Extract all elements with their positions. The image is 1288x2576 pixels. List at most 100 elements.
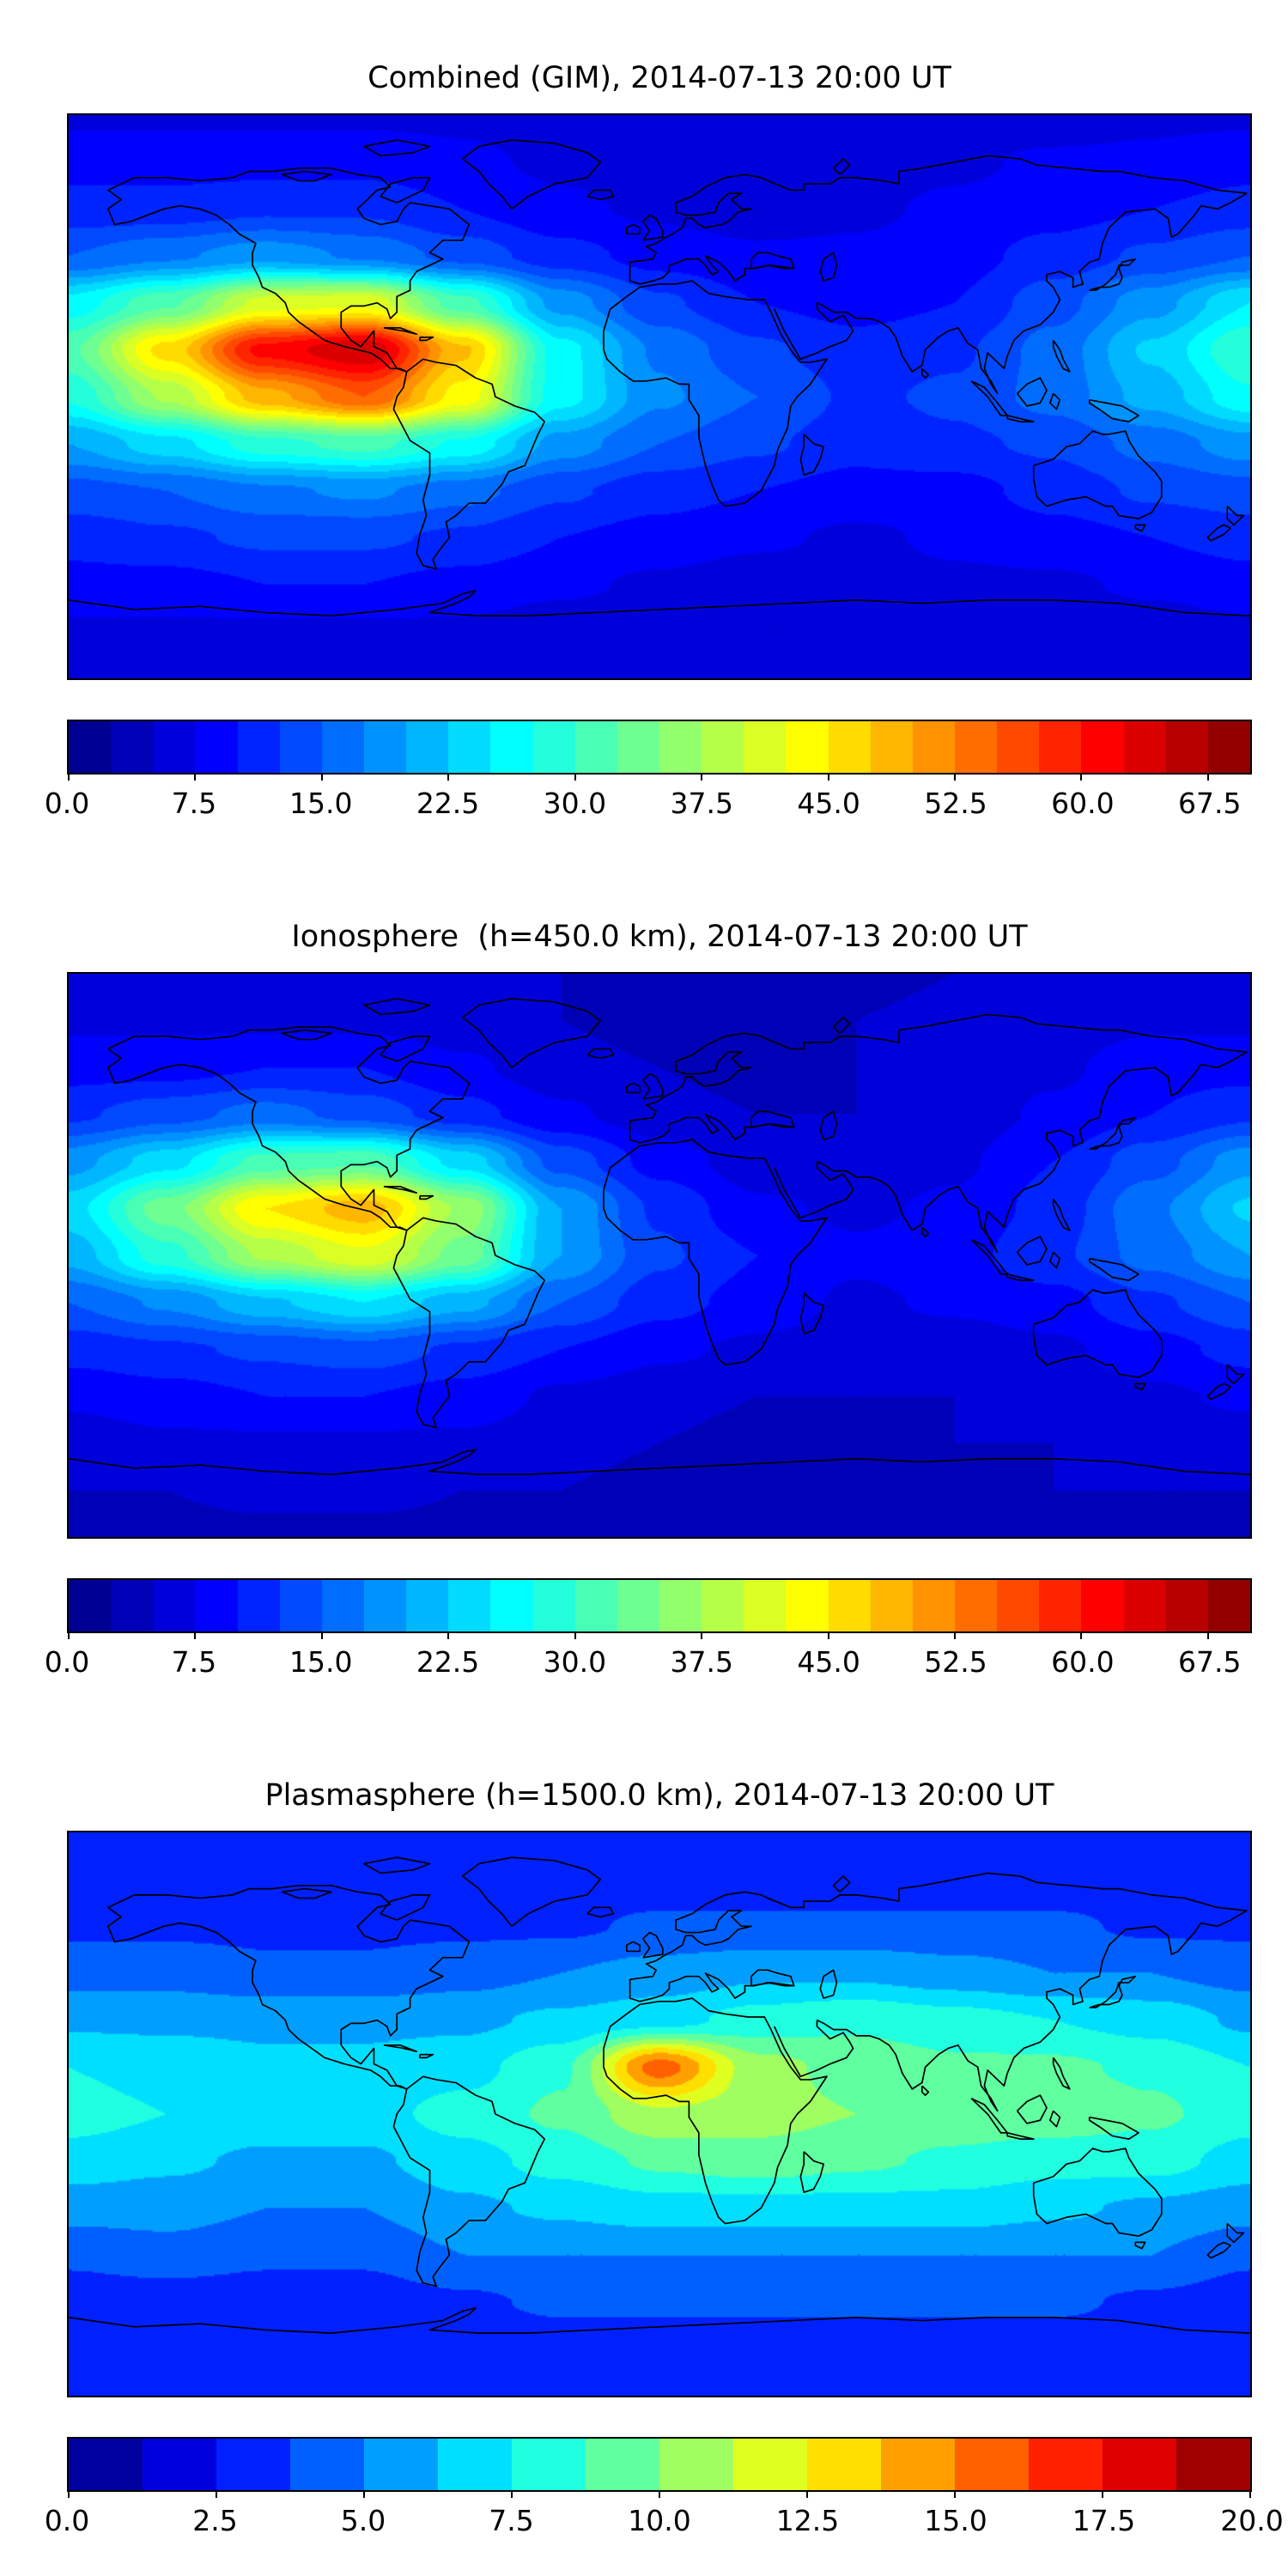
colorbar-segment — [870, 721, 913, 773]
colorbar-tickmark — [827, 1631, 829, 1639]
colorbar-tickmark — [447, 1631, 450, 1639]
panel-combined-gim: Combined (GIM), 2014-07-13 20:00 UT 0.0 7… — [0, 0, 1288, 859]
colorbar-tickmark — [954, 1631, 956, 1639]
colorbar-tickmark — [1102, 2490, 1103, 2498]
colorbar-segment — [1039, 721, 1082, 773]
colorbar-segment — [448, 1580, 491, 1631]
colorbar-segment — [321, 721, 364, 773]
colorbar-tickmark — [1080, 1631, 1083, 1639]
colorbar-segment — [1123, 721, 1166, 773]
colorbar-segment — [786, 1580, 829, 1631]
colorbar-segment — [659, 2439, 733, 2490]
colorbar-tick-label: 37.5 — [670, 1645, 734, 1679]
colorbar-tickmark — [1080, 773, 1083, 781]
colorbar-segment — [659, 1580, 702, 1631]
colorbar-tick-label: 52.5 — [924, 787, 987, 820]
colorbar-segment — [1176, 2439, 1250, 2490]
colorbar-tick-label: 60.0 — [1051, 1645, 1115, 1679]
colorbar-tickmark — [216, 2490, 217, 2498]
panel-plasmasphere: Plasmasphere (h=1500.0 km), 2014-07-13 2… — [0, 1717, 1288, 2576]
colorbar-segment — [912, 721, 955, 773]
map-frame-combined — [67, 113, 1252, 680]
colorbar-segment — [997, 1580, 1040, 1631]
colorbar-segment — [512, 2439, 586, 2490]
colorbar-tickmark — [659, 2490, 660, 2498]
colorbar-tick-label: 22.5 — [416, 1645, 480, 1679]
colorbar-segment — [237, 721, 280, 773]
colorbar-segment — [532, 721, 575, 773]
colorbar-combined — [67, 720, 1252, 781]
colorbar-segment — [532, 1580, 575, 1631]
colorbar-tick-label: 45.0 — [797, 1645, 860, 1679]
colorbar-segment — [406, 721, 449, 773]
colorbar-segment — [659, 721, 702, 773]
colorbar-tickmark — [954, 773, 956, 781]
colorbar-segment — [290, 2439, 364, 2490]
colorbar-tickmark — [827, 773, 829, 781]
colorbar-tick-label: 15.0 — [924, 2504, 987, 2537]
colorbar-tickmark — [447, 773, 450, 781]
colorbar-tickmark — [806, 2490, 808, 2498]
colorbar-segment — [438, 2439, 512, 2490]
coastlines-overlay — [69, 139, 1250, 617]
colorbar-segment — [153, 1580, 196, 1631]
colorbar-tick-label: 22.5 — [416, 787, 480, 820]
colorbar-segment — [1207, 721, 1250, 773]
colorbar-tick-label: 15.0 — [289, 1645, 353, 1679]
colorbar-segment — [1039, 1580, 1082, 1631]
colorbar-segment — [574, 721, 617, 773]
colorbar-segment — [363, 1580, 407, 1631]
colorbar-tick-labels-combined: 0.0 7.5 15.0 22.5 30.0 37.5 45.0 52.5 60.0 67.5 — [45, 787, 1252, 831]
colorbar-segment — [69, 1580, 112, 1631]
colorbar-plasmasphere — [67, 2437, 1252, 2498]
colorbar-segment — [702, 1580, 744, 1631]
colorbar-tickmark — [701, 773, 703, 781]
colorbar-tickmark — [68, 1631, 70, 1639]
colorbar-tick-label: 7.5 — [489, 2504, 534, 2537]
colorbar-tick-label: 20.0 — [1220, 2504, 1284, 2537]
colorbar-tick-label: 45.0 — [797, 787, 860, 820]
map-frame-plasmasphere — [67, 1831, 1252, 2397]
colorbar-segment — [617, 1580, 659, 1631]
colorbar-tick-label: 67.5 — [1177, 1645, 1242, 1679]
tec-map-canvas-combined — [69, 115, 1250, 678]
colorbar-tick-label: 10.0 — [628, 2504, 691, 2537]
colorbar-segment — [1123, 1580, 1166, 1631]
colorbar-segment — [586, 2439, 659, 2490]
colorbar-tick-label: 17.5 — [1072, 2504, 1136, 2537]
colorbar-tick-labels-ionosphere: 0.0 7.5 15.0 22.5 30.0 37.5 45.0 52.5 60.0 67.5 — [45, 1645, 1252, 1690]
colorbar-tick-label: 67.5 — [1177, 787, 1242, 820]
colorbar-tick-label: 15.0 — [289, 787, 353, 820]
colorbar-tick-label: 0.0 — [44, 1645, 90, 1679]
colorbar-tick-label: 0.0 — [44, 2504, 90, 2537]
colorbar-segment — [997, 721, 1040, 773]
coastlines-overlay — [69, 998, 1250, 1475]
colorbar-segment — [744, 721, 787, 773]
tec-map-canvas-plasmasphere — [69, 1832, 1250, 2396]
colorbar-tickmark — [1206, 773, 1209, 781]
colorbar-segment — [828, 721, 871, 773]
colorbar-segment — [912, 1580, 955, 1631]
colorbar-segment — [195, 1580, 238, 1631]
colorbar-segment — [828, 1580, 871, 1631]
colorbar-segment — [881, 2439, 955, 2490]
colorbar-tick-label: 37.5 — [670, 787, 734, 820]
colorbar-segment — [143, 2439, 216, 2490]
colorbar-segment — [786, 721, 829, 773]
tec-map-canvas-ionosphere — [69, 974, 1250, 1537]
colorbar-tickmark — [68, 773, 70, 781]
colorbar-segment — [955, 2439, 1029, 2490]
colorbar-tick-label: 30.0 — [543, 1645, 607, 1679]
colorbar-segment — [279, 1580, 322, 1631]
colorbar-segment — [153, 721, 196, 773]
colorbar-tick-label: 5.0 — [340, 2504, 386, 2537]
colorbar-segment — [111, 1580, 154, 1631]
colorbar-tickmark — [320, 773, 323, 781]
colorbar-segment — [733, 2439, 807, 2490]
colorbar-segment — [195, 721, 238, 773]
colorbar-segment — [364, 2439, 438, 2490]
map-frame-ionosphere — [67, 972, 1252, 1539]
colorbar-segment — [1081, 721, 1124, 773]
colorbar-tickmark — [363, 2490, 365, 2498]
